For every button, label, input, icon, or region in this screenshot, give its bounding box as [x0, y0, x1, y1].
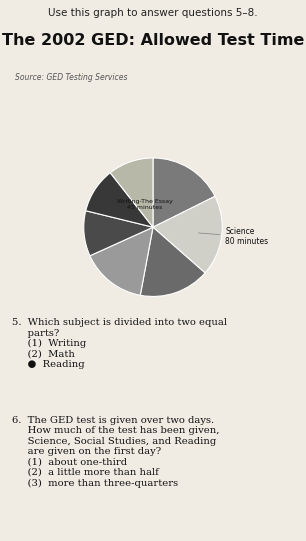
Text: Use this graph to answer questions 5–8.: Use this graph to answer questions 5–8.: [48, 8, 258, 17]
Text: 5.  Which subject is divided into two equal
     parts?
     (1)  Writing
     (: 5. Which subject is divided into two equ…: [12, 318, 227, 369]
Text: Science
80 minutes: Science 80 minutes: [198, 227, 268, 246]
Wedge shape: [153, 158, 215, 227]
Wedge shape: [140, 227, 205, 296]
Text: Writing-The Essay
45 minutes: Writing-The Essay 45 minutes: [117, 199, 173, 210]
Wedge shape: [84, 211, 153, 256]
Wedge shape: [90, 227, 153, 295]
Wedge shape: [86, 173, 153, 227]
Text: 6.  The GED test is given over two days.
     How much of the test has been give: 6. The GED test is given over two days. …: [12, 416, 220, 487]
Wedge shape: [110, 158, 153, 227]
Text: Source: GED Testing Services: Source: GED Testing Services: [15, 72, 128, 82]
Wedge shape: [153, 196, 222, 273]
Text: The 2002 GED: Allowed Test Time: The 2002 GED: Allowed Test Time: [2, 34, 304, 48]
